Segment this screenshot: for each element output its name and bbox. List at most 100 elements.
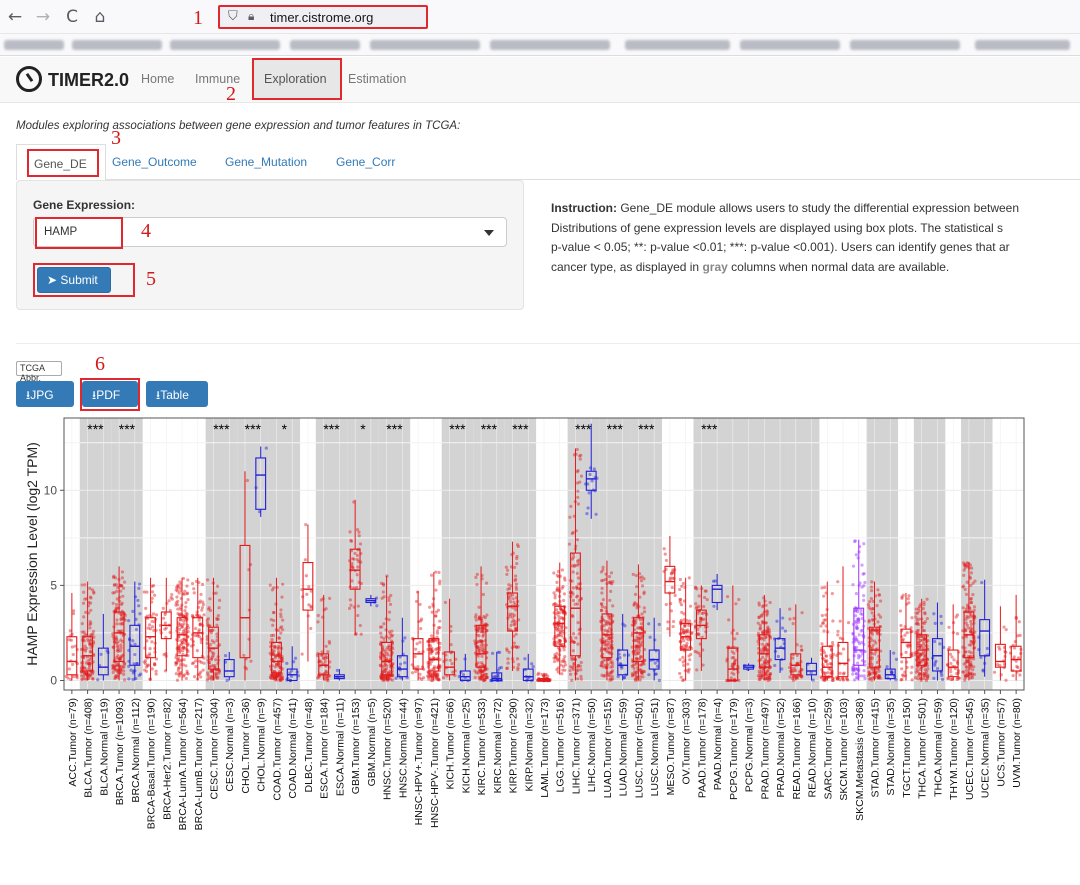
data-point: [216, 675, 220, 679]
tab-gene-de-label: Gene_DE: [27, 149, 99, 177]
data-point: [858, 654, 862, 658]
data-point: [210, 669, 214, 673]
data-point: [972, 605, 977, 609]
data-point: [419, 617, 424, 621]
data-point: [780, 667, 784, 671]
data-point: [607, 580, 612, 585]
bookmark-item[interactable]: [72, 40, 162, 50]
data-point: [764, 621, 768, 625]
data-point: [482, 678, 486, 683]
home-icon[interactable]: ⌂: [94, 7, 106, 27]
data-point: [71, 674, 76, 679]
data-point: [384, 628, 388, 632]
data-point: [559, 607, 563, 612]
data-point: [838, 671, 842, 675]
data-point: [477, 669, 481, 673]
tcga-abbr-button[interactable]: TCGA Abbr.: [16, 361, 62, 383]
forward-icon[interactable]: →: [35, 7, 51, 27]
data-point: [114, 637, 118, 641]
tab-gene-mutation[interactable]: Gene_Mutation: [225, 155, 308, 169]
data-point: [764, 657, 768, 661]
data-point: [553, 656, 558, 660]
data-point: [608, 677, 612, 681]
data-point: [197, 614, 202, 618]
data-point: [634, 573, 638, 578]
data-point: [513, 578, 517, 583]
data-point: [430, 674, 434, 678]
data-point: [88, 623, 92, 627]
data-point: [634, 645, 638, 649]
bookmark-item[interactable]: [740, 40, 840, 50]
data-point: [270, 638, 274, 642]
nav-home[interactable]: Home: [141, 72, 175, 86]
app-logo[interactable]: TIMER2.0: [48, 70, 130, 90]
data-point: [768, 672, 772, 676]
data-point: [272, 586, 276, 590]
data-point: [112, 591, 117, 595]
url-bar[interactable]: ⛉ 🔒︎ timer.cistrome.org: [218, 5, 428, 29]
data-point: [390, 634, 394, 638]
data-point: [1004, 628, 1008, 632]
nav-exploration[interactable]: Exploration: [264, 72, 327, 86]
nav-immune[interactable]: Immune: [195, 72, 241, 86]
data-point: [68, 629, 72, 633]
data-point: [791, 622, 795, 626]
data-point: [198, 623, 202, 627]
bookmark-item[interactable]: [170, 40, 280, 50]
data-point: [697, 594, 701, 598]
box: [601, 613, 613, 659]
data-point: [413, 670, 418, 674]
download-table-button[interactable]: ⭳Table: [146, 381, 208, 407]
data-point: [761, 642, 765, 646]
data-point: [186, 597, 190, 602]
download-jpg-button[interactable]: ⭳JPG: [16, 381, 74, 407]
bookmark-item[interactable]: [625, 40, 730, 50]
data-point: [964, 592, 969, 596]
reload-icon[interactable]: C: [66, 7, 78, 27]
bookmark-item[interactable]: [290, 40, 360, 50]
bookmark-item[interactable]: [490, 40, 610, 50]
submit-button[interactable]: ➤ Submit: [37, 267, 111, 293]
data-point: [73, 644, 77, 648]
data-point: [671, 568, 675, 572]
gene-select[interactable]: HAMP: [33, 217, 507, 247]
data-point: [326, 650, 330, 654]
data-point: [562, 659, 566, 663]
shield-icon[interactable]: ⛉: [228, 9, 238, 24]
data-point: [836, 676, 840, 681]
bookmark-item[interactable]: [370, 40, 480, 50]
data-point: [119, 646, 123, 650]
nav-estimation[interactable]: Estimation: [348, 72, 407, 86]
bookmark-item[interactable]: [975, 40, 1070, 50]
data-point: [358, 623, 362, 628]
data-point: [965, 623, 969, 627]
data-point: [215, 623, 219, 627]
tab-gene-outcome[interactable]: Gene_Outcome: [112, 155, 197, 169]
data-point: [278, 677, 283, 681]
data-point: [822, 657, 826, 661]
data-point: [578, 454, 582, 458]
bookmark-item[interactable]: [4, 40, 64, 50]
tab-gene-corr[interactable]: Gene_Corr: [336, 155, 396, 169]
download-pdf-button[interactable]: ⭳PDF: [82, 381, 138, 407]
lock-icon[interactable]: 🔒︎: [248, 9, 255, 23]
data-point: [276, 673, 280, 677]
back-icon[interactable]: ←: [7, 7, 23, 27]
timer-logo-icon[interactable]: [16, 66, 42, 92]
x-tick-label: SARC.Tumor (n=259): [822, 698, 834, 799]
data-point: [211, 663, 215, 668]
data-point: [323, 659, 327, 664]
data-point: [181, 576, 185, 581]
x-tick-label: BRCA-Her2.Tumor (n=82): [161, 698, 173, 820]
data-point: [570, 656, 574, 660]
bookmark-item[interactable]: [850, 40, 960, 50]
data-point: [640, 670, 644, 674]
data-point: [418, 676, 422, 680]
normal-column-shade: [599, 418, 631, 690]
tab-gene-de[interactable]: Gene_DE: [16, 144, 106, 180]
data-point: [633, 672, 637, 676]
data-point: [592, 467, 596, 471]
data-point: [607, 621, 611, 625]
data-point: [120, 621, 124, 625]
data-point: [116, 629, 120, 633]
